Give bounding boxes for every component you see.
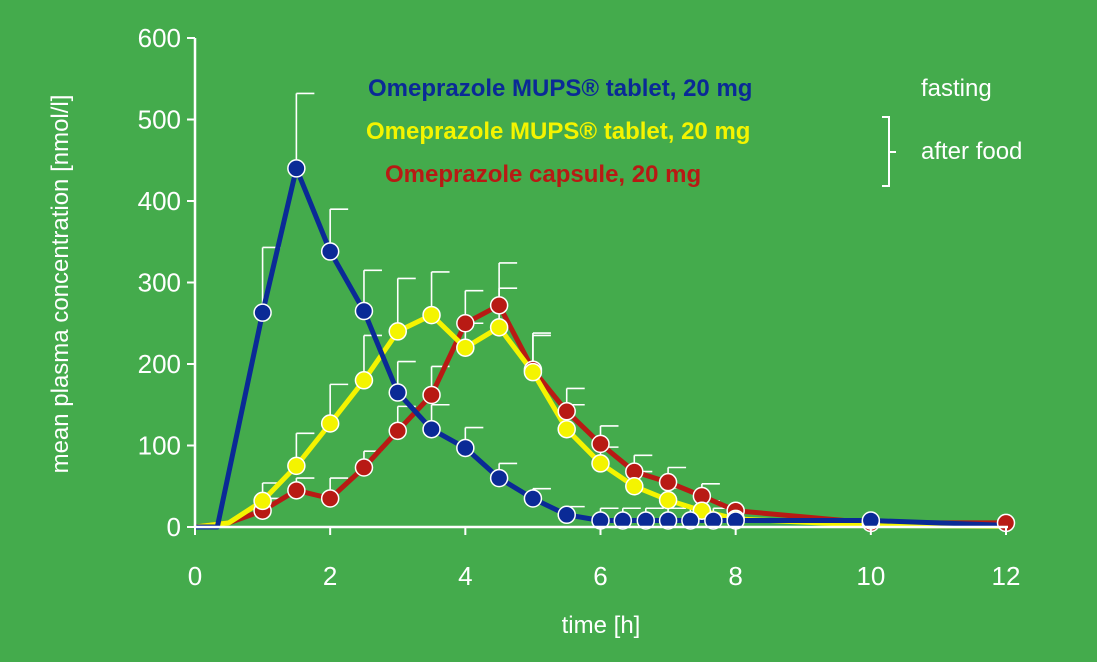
x-tick-label: 6 <box>593 561 607 591</box>
data-point-capsule-after-food <box>591 434 610 454</box>
data-point-mups-after-food <box>287 456 306 476</box>
data-point-capsule-after-food <box>489 296 509 315</box>
x-axis-title: time [h] <box>562 612 641 639</box>
data-point-mups-fasting <box>287 159 306 178</box>
x-ticks: 0 2 4 6 8 10 12 <box>188 527 1021 591</box>
data-point-mups-after-food <box>354 371 374 390</box>
data-point-mups-fasting <box>681 511 700 530</box>
data-point-mups-after-food <box>557 419 576 439</box>
y-tick-label: 0 <box>167 512 181 542</box>
legend-entry-mups-after-food: Omeprazole MUPS® tablet, 20 mg <box>366 118 750 145</box>
y-tick-label: 400 <box>138 186 181 216</box>
y-tick-label: 500 <box>138 105 181 135</box>
data-point-mups-fasting <box>489 468 509 488</box>
data-point-mups-fasting <box>557 505 576 525</box>
x-tick-label: 4 <box>458 561 472 591</box>
data-point-mups-after-food <box>253 491 272 511</box>
data-point-mups-after-food <box>591 454 610 473</box>
after-food-bracket <box>882 116 896 187</box>
x-tick-label: 12 <box>992 561 1021 591</box>
data-point-mups-fasting <box>523 489 543 508</box>
data-point-mups-fasting <box>253 303 272 322</box>
data-point-mups-fasting <box>320 242 340 261</box>
x-tick-label: 10 <box>856 561 885 591</box>
data-point-capsule-after-food <box>354 458 374 477</box>
legend-entry-mups-fasting: Omeprazole MUPS® tablet, 20 mg <box>368 75 752 102</box>
data-point-mups-fasting <box>658 511 678 530</box>
error-bar-mups-fasting <box>295 92 315 169</box>
y-ticks: 0 100 200 300 400 500 600 <box>138 23 195 542</box>
x-tick-label: 8 <box>728 561 742 591</box>
after-food-label: after food <box>921 138 1022 165</box>
data-point-capsule-after-food <box>557 402 576 421</box>
x-tick-label: 0 <box>188 561 202 591</box>
data-point-mups-after-food <box>422 305 441 325</box>
data-point-mups-fasting <box>422 419 441 439</box>
data-point-mups-after-food <box>523 362 543 382</box>
data-point-mups-fasting <box>636 511 656 530</box>
data-point-capsule-after-food <box>422 385 441 405</box>
data-point-capsule-after-food <box>320 489 340 508</box>
y-tick-label: 300 <box>138 268 181 298</box>
data-point-mups-fasting <box>613 511 633 530</box>
x-tick-label: 2 <box>323 561 337 591</box>
data-point-mups-after-food <box>456 338 475 357</box>
data-point-capsule-after-food <box>456 314 475 333</box>
data-point-mups-fasting <box>704 511 723 530</box>
data-point-mups-after-food <box>658 490 678 510</box>
data-point-mups-fasting <box>388 383 407 402</box>
legend-entry-capsule-after-food: Omeprazole capsule, 20 mg <box>385 161 701 188</box>
data-point-mups-fasting <box>456 438 475 458</box>
y-tick-label: 600 <box>138 23 181 53</box>
data-point-mups-after-food <box>625 477 644 496</box>
data-point-capsule-after-food <box>388 421 407 441</box>
y-tick-label: 200 <box>138 349 181 379</box>
data-point-mups-after-food <box>489 318 509 337</box>
y-axis-title: mean plasma concentration [nmol/l] <box>47 95 74 474</box>
fasting-label: fasting <box>921 75 992 102</box>
series-points <box>253 159 1016 533</box>
data-point-capsule-after-food <box>658 472 678 492</box>
y-tick-label: 100 <box>138 431 181 461</box>
data-point-mups-fasting <box>354 301 374 321</box>
data-point-capsule-after-food <box>287 481 306 500</box>
legend: Omeprazole MUPS® tablet, 20 mg Omeprazol… <box>366 75 1022 188</box>
data-point-mups-after-food <box>388 322 407 341</box>
data-point-mups-after-food <box>320 414 340 433</box>
